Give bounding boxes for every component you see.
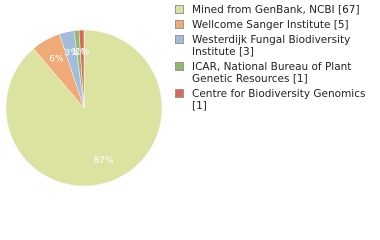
slice-label: 3% bbox=[64, 49, 79, 59]
legend-label: Centre for Biodiversity Genomics [1] bbox=[192, 88, 366, 112]
slice-label: 6% bbox=[49, 55, 64, 65]
slice-label: 87% bbox=[93, 156, 113, 166]
slice-label: 1% bbox=[75, 47, 90, 57]
legend-item: Centre for Biodiversity Genomics [1] bbox=[175, 88, 375, 112]
legend-label: Wellcome Sanger Institute [5] bbox=[192, 19, 349, 31]
slice-label: 1% bbox=[71, 48, 86, 58]
legend-item: Wellcome Sanger Institute [5] bbox=[175, 19, 375, 31]
legend-label: Mined from GenBank, NCBI [67] bbox=[192, 4, 360, 16]
legend-swatch bbox=[175, 20, 184, 29]
legend-swatch bbox=[175, 35, 184, 44]
pie-slice bbox=[78, 29, 85, 109]
legend-item: ICAR, National Bureau of Plant Genetic R… bbox=[175, 61, 375, 85]
legend-swatch bbox=[175, 89, 184, 98]
legend-label: Westerdijk Fungal Biodiversity Institute… bbox=[192, 34, 351, 58]
legend-swatch bbox=[175, 62, 184, 71]
legend: Mined from GenBank, NCBI [67] Wellcome Sa… bbox=[175, 4, 375, 115]
legend-item: Mined from GenBank, NCBI [67] bbox=[175, 4, 375, 16]
legend-swatch bbox=[175, 5, 184, 14]
legend-label: ICAR, National Bureau of Plant Genetic R… bbox=[192, 61, 352, 85]
legend-item: Westerdijk Fungal Biodiversity Institute… bbox=[175, 34, 375, 58]
pie-chart: 87% 6%3%1%1% bbox=[5, 29, 163, 187]
